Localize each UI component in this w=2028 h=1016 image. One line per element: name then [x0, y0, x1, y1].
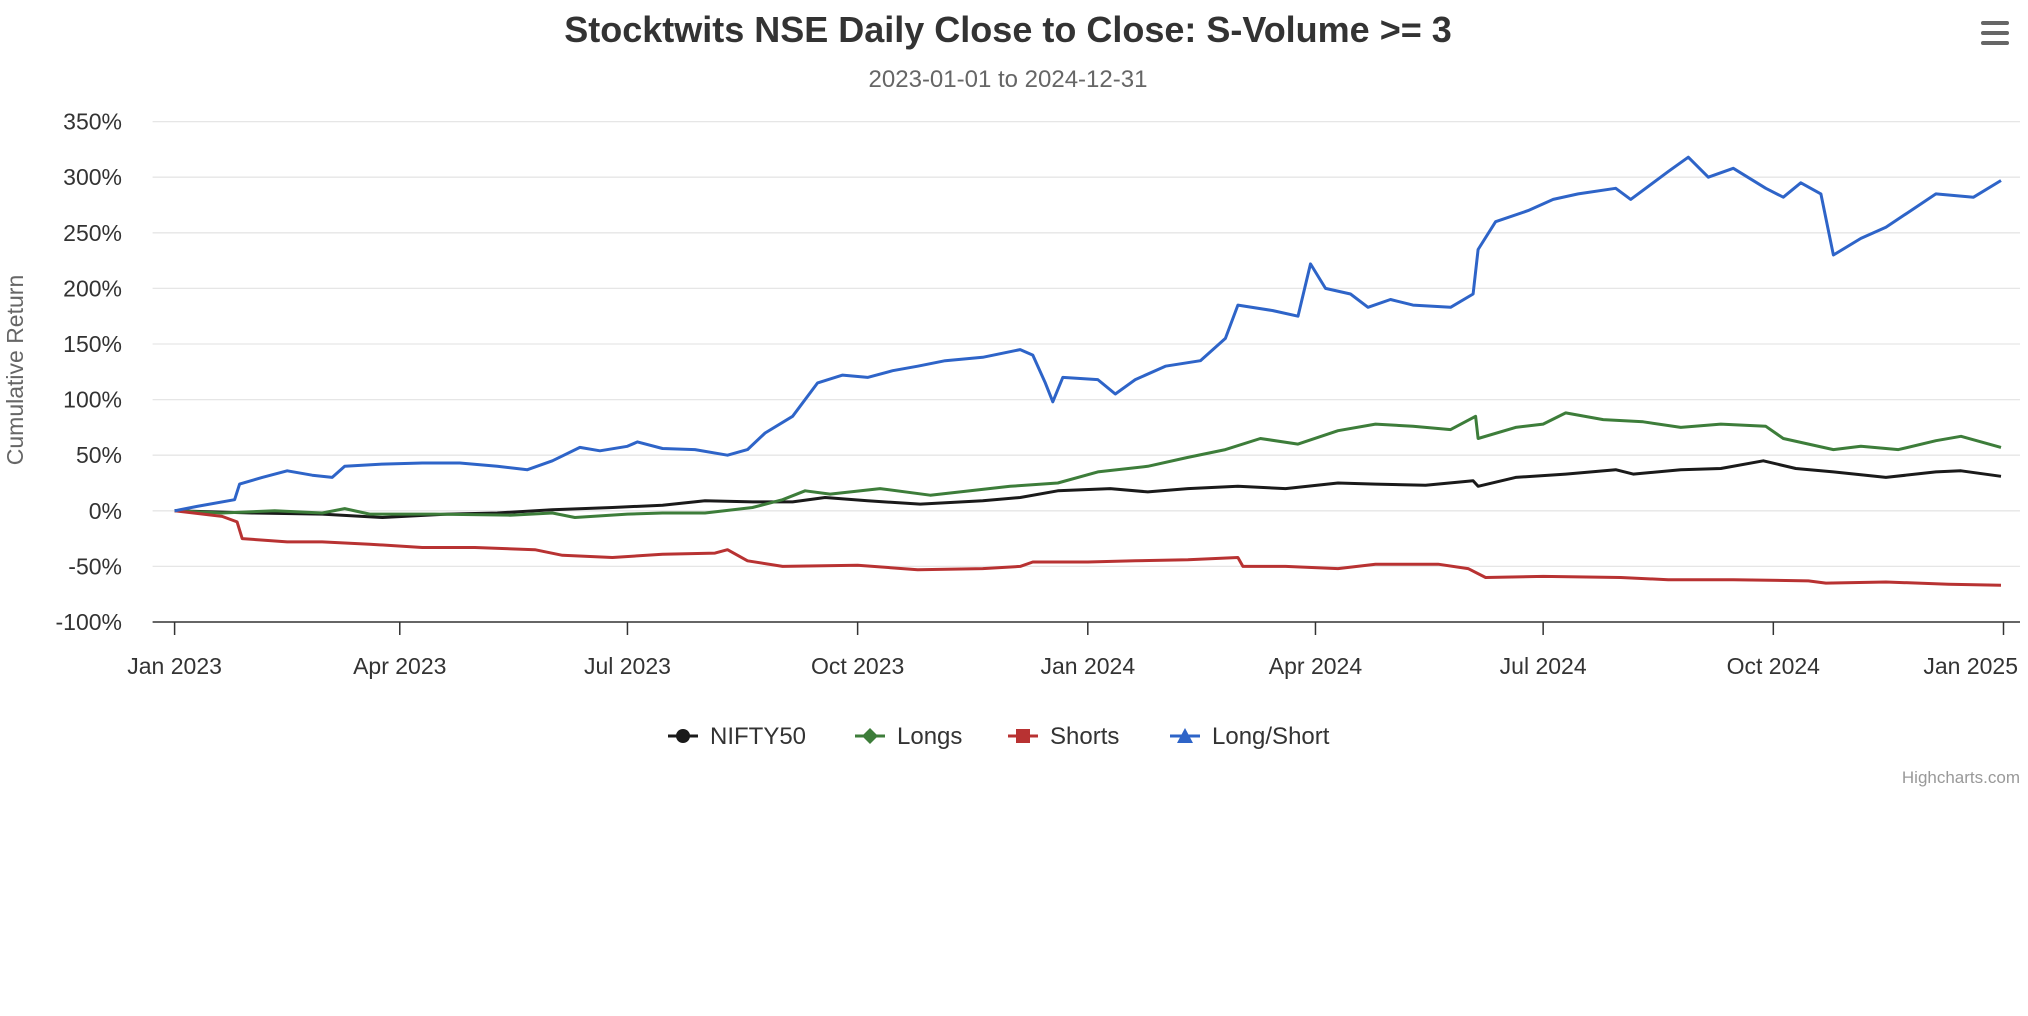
y-tick-label: 0%: [89, 498, 122, 524]
y-tick-label: -100%: [56, 609, 122, 635]
series-line-shorts: [174, 509, 2002, 587]
x-tick-label: Jan 2024: [1040, 653, 1135, 679]
x-tick-label: Jul 2024: [1500, 653, 1587, 679]
x-tick-label: Apr 2023: [353, 653, 446, 679]
x-tick-label: Apr 2024: [1269, 653, 1363, 679]
legend-label: Long/Short: [1212, 723, 1330, 750]
legend: NIFTY50 Longs Shorts Long/Short: [668, 723, 1330, 750]
x-tick-label: Jan 2025: [1923, 653, 2018, 679]
y-tick-label: 250%: [63, 220, 122, 246]
y-tick-label: 100%: [63, 387, 122, 413]
legend-item-long-short[interactable]: Long/Short: [1170, 723, 1330, 750]
square-marker-icon: [1016, 729, 1030, 743]
menu-button[interactable]: [1975, 16, 2015, 52]
legend-label: NIFTY50: [710, 723, 806, 750]
y-tick-label: 150%: [63, 331, 122, 357]
legend-label: Shorts: [1050, 723, 1119, 750]
series-line-nifty50: [174, 459, 2002, 519]
diamond-marker-icon: [862, 728, 878, 744]
y-axis-labels: 350% 300% 250% 200% 150% 100% 50% 0% -50% -100%: [56, 109, 122, 635]
legend-label: Longs: [897, 723, 962, 750]
x-tick-label: Oct 2024: [1727, 653, 1821, 679]
chart-title: Stocktwits NSE Daily Close to Close: S-V…: [564, 9, 1452, 50]
legend-item-longs[interactable]: Longs: [855, 723, 962, 750]
credits-link[interactable]: Highcharts.com: [1902, 768, 2020, 787]
x-axis: Jan 2023 Apr 2023 Jul 2023 Oct 2023 Jan 2024…: [127, 621, 2020, 679]
y-tick-label: -50%: [68, 553, 122, 579]
x-tick-label: Jul 2023: [584, 653, 671, 679]
triangle-marker-icon: [1177, 728, 1193, 743]
series-line-longs: [174, 411, 2002, 519]
grid-lines: [152, 120, 2020, 568]
y-tick-label: 350%: [63, 109, 122, 135]
circle-marker-icon: [676, 729, 690, 743]
y-tick-label: 300%: [63, 164, 122, 190]
y-axis-title: Cumulative Return: [2, 275, 28, 465]
series-line-long-short: [174, 155, 2002, 513]
hamburger-menu-icon: [1981, 21, 2009, 45]
y-tick-label: 200%: [63, 275, 122, 301]
legend-item-shorts[interactable]: Shorts: [1008, 723, 1119, 750]
y-tick-label: 50%: [76, 442, 122, 468]
x-tick-label: Oct 2023: [811, 653, 904, 679]
series-group: [174, 155, 2002, 587]
x-tick-label: Jan 2023: [127, 653, 222, 679]
legend-item-nifty50[interactable]: NIFTY50: [668, 723, 806, 750]
chart-subtitle: 2023-01-01 to 2024-12-31: [869, 66, 1148, 93]
